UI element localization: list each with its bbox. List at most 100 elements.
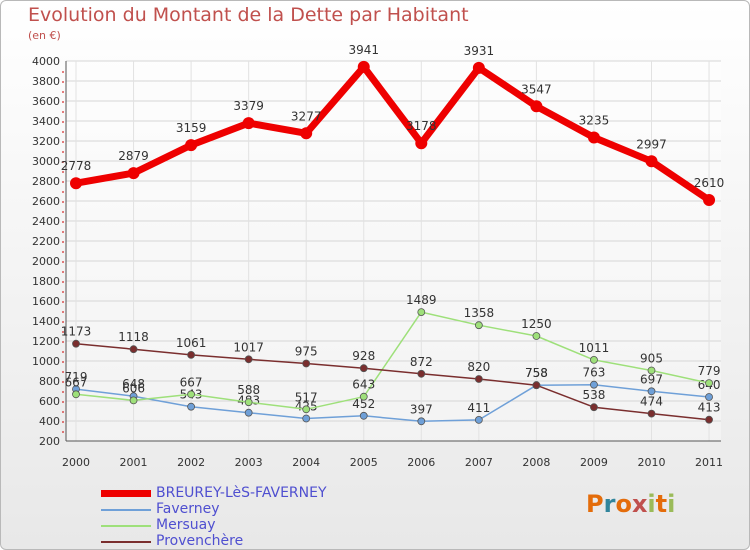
x-tick-label: 2006 <box>407 456 435 469</box>
logo-letter: P <box>586 490 604 518</box>
y-tick-label: 2000 <box>32 255 60 268</box>
data-label: 3235 <box>579 114 610 128</box>
data-point <box>532 332 541 340</box>
data-label: 2879 <box>118 149 149 163</box>
series-line <box>75 311 710 411</box>
data-label: 1358 <box>464 306 495 320</box>
data-label: 905 <box>640 352 663 366</box>
legend-item: Faverney <box>101 501 401 517</box>
chart-legend: BREUREY-LèS-FAVERNEY Faverney Mersuay Prove… <box>101 485 401 549</box>
data-point <box>417 308 426 317</box>
data-label: 643 <box>352 378 375 392</box>
y-tick-label: 3200 <box>32 135 60 148</box>
x-tick-label: 2004 <box>292 456 320 469</box>
y-tick-label: 2800 <box>32 175 60 188</box>
legend-item: BREUREY-LèS-FAVERNEY <box>101 485 401 501</box>
data-label: 2610 <box>694 176 725 190</box>
data-point <box>705 393 713 401</box>
y-tick-label: 1600 <box>32 295 60 308</box>
data-point <box>532 381 541 390</box>
y-tick-label: 1400 <box>32 315 60 328</box>
data-point <box>129 345 138 354</box>
logo-letter: t <box>655 490 668 518</box>
data-label: 667 <box>65 375 88 389</box>
data-point <box>70 177 82 190</box>
proxiti-logo: Proxiti <box>586 490 675 518</box>
logo-letter: i <box>667 490 676 518</box>
y-tick-label: 1000 <box>32 355 60 368</box>
logo-letter: x <box>631 490 648 518</box>
data-point <box>242 117 255 130</box>
x-tick-label: 2011 <box>695 456 723 469</box>
series-line <box>75 63 712 203</box>
data-label: 872 <box>410 355 433 369</box>
x-tick-label: 2009 <box>580 456 608 469</box>
legend-label: Mersuay <box>156 517 216 533</box>
chart-unit: (en €) <box>28 29 61 42</box>
data-point <box>187 390 196 399</box>
data-point <box>530 100 543 113</box>
y-tick-label: 1200 <box>32 335 60 348</box>
data-label: 779 <box>698 364 721 378</box>
legend-label: BREUREY-LèS-FAVERNEY <box>156 485 327 501</box>
legend-swatch <box>101 525 151 527</box>
data-label: 667 <box>180 375 203 389</box>
y-tick-label: 2600 <box>32 195 60 208</box>
y-tick-label: 4000 <box>32 55 60 68</box>
data-label: 3547 <box>521 82 552 96</box>
data-label: 1011 <box>579 341 610 355</box>
y-tick-label: 2200 <box>32 235 60 248</box>
plot-area <box>66 61 721 441</box>
data-point <box>415 137 428 150</box>
data-point <box>417 369 426 378</box>
y-tick-label: 800 <box>39 375 60 388</box>
data-label: 3379 <box>233 99 264 113</box>
data-label: 1250 <box>521 317 552 331</box>
data-label: 452 <box>352 397 375 411</box>
x-tick-label: 2001 <box>120 456 148 469</box>
data-label: 820 <box>467 360 490 374</box>
y-tick-label: 3800 <box>32 75 60 88</box>
data-point <box>244 408 253 417</box>
data-label: 538 <box>582 388 605 402</box>
data-label: 719 <box>65 370 88 384</box>
data-label: 517 <box>295 390 318 404</box>
data-point <box>185 139 198 152</box>
data-label: 3277 <box>291 109 322 123</box>
x-tick-label: 2003 <box>235 456 263 469</box>
data-point <box>72 390 80 399</box>
data-point <box>417 417 426 426</box>
data-label: 411 <box>467 401 490 415</box>
logo-letter: r <box>603 490 616 518</box>
data-point <box>472 61 485 74</box>
data-point <box>705 379 713 388</box>
chart-title: Evolution du Montant de la Dette par Hab… <box>28 4 469 26</box>
data-label: 474 <box>640 395 663 409</box>
data-label: 697 <box>640 372 663 386</box>
data-point <box>300 127 313 140</box>
legend-item: Provenchère <box>101 533 401 549</box>
data-point <box>302 405 311 414</box>
y-tick-label: 1800 <box>32 275 60 288</box>
data-point <box>359 411 368 420</box>
data-point <box>590 403 598 412</box>
data-label: 413 <box>698 401 721 415</box>
data-point <box>302 359 311 368</box>
data-label: 588 <box>237 383 260 397</box>
data-point <box>474 375 483 383</box>
data-label: 1173 <box>61 325 92 339</box>
legend-swatch <box>101 509 151 511</box>
y-tick-label: 200 <box>39 435 60 448</box>
data-label: 2997 <box>636 137 667 151</box>
data-point <box>705 415 713 424</box>
y-tick-label: 3600 <box>32 95 60 108</box>
data-point <box>127 167 140 180</box>
y-tick-label: 400 <box>39 415 60 428</box>
data-label: 648 <box>122 377 145 391</box>
legend-item: Mersuay <box>101 517 401 533</box>
data-point <box>187 350 196 359</box>
data-point <box>645 155 658 168</box>
data-label: 1118 <box>118 330 149 344</box>
data-label: 758 <box>525 366 548 380</box>
